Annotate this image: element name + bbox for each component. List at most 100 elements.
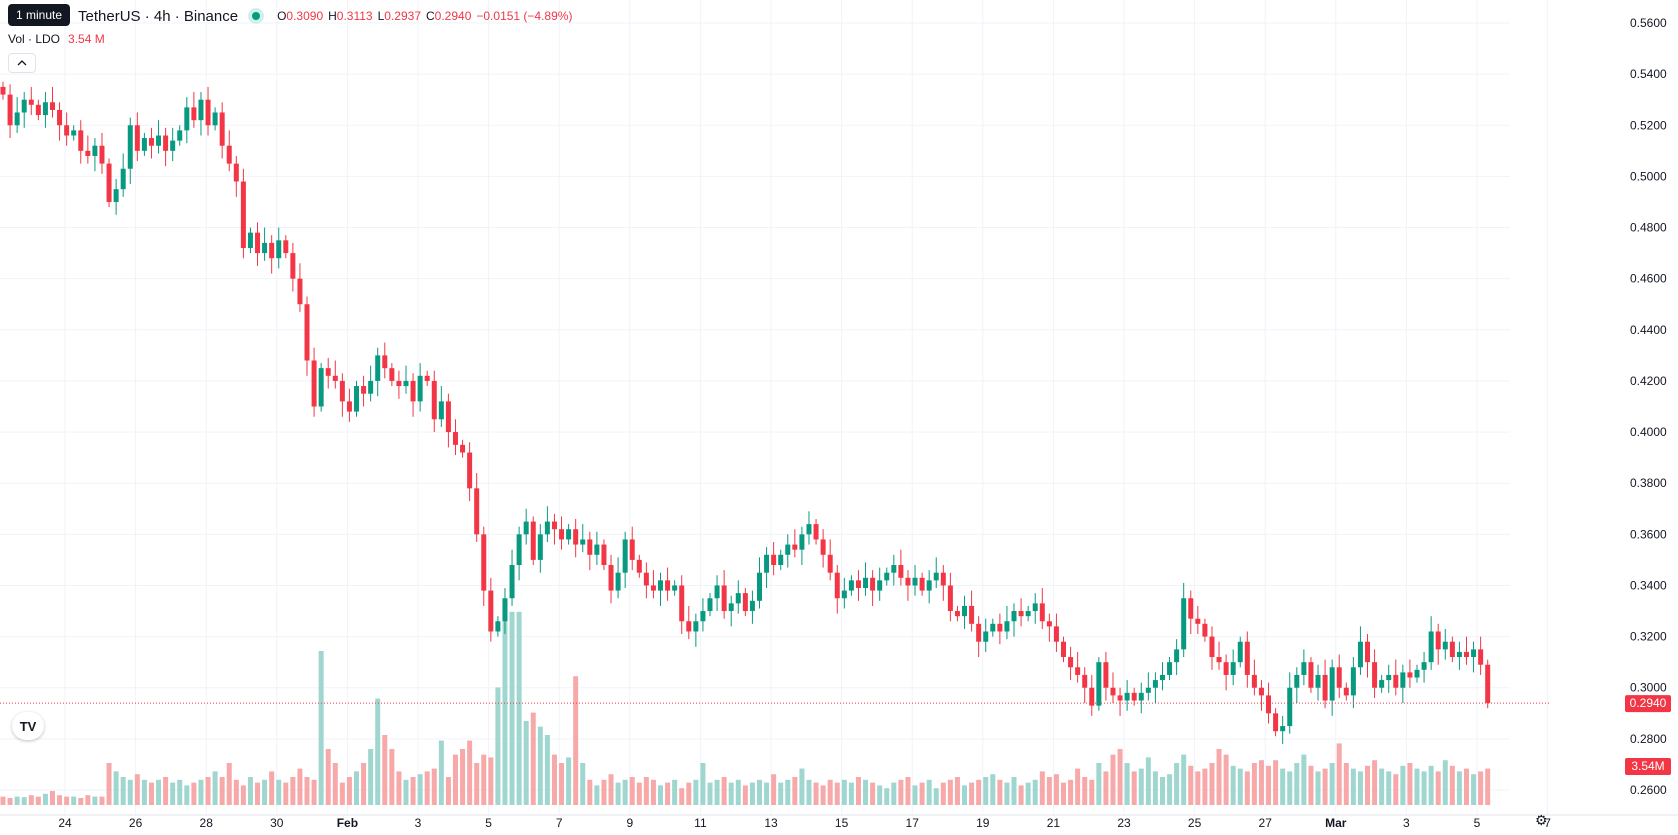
symbol-legend[interactable]: TetherUS · 4h · Binance O 0.3090 H 0.3113 … <box>8 6 572 26</box>
last-volume-tag: 3.54M <box>1625 758 1671 775</box>
volume-bar <box>573 676 579 805</box>
candle-body <box>650 585 656 591</box>
candle-body <box>1110 687 1116 696</box>
volume-bar <box>608 774 614 805</box>
candle-body <box>1011 611 1017 622</box>
candle-body <box>14 112 20 126</box>
volume-bar <box>976 779 982 805</box>
volume-bar <box>184 785 190 805</box>
price-tick-label: 0.5200 <box>1630 118 1667 132</box>
candle-body <box>403 380 409 387</box>
candle-body <box>559 529 565 540</box>
candle-body <box>1223 662 1229 675</box>
volume-bar <box>141 779 147 805</box>
candle-body <box>764 554 770 573</box>
candle-body <box>28 99 34 105</box>
volume-bar <box>1202 768 1208 805</box>
gear-icon[interactable]: ⚙ <box>1535 812 1548 828</box>
volume-bar <box>1103 771 1109 805</box>
candle-body <box>771 554 777 566</box>
price-tick-label: 0.3400 <box>1630 578 1667 592</box>
volume-bar <box>926 779 932 805</box>
candle-body <box>1442 641 1448 650</box>
volume-bar <box>92 796 98 805</box>
volume-bar <box>1237 768 1243 805</box>
candle-body <box>1294 674 1300 688</box>
volume-bar <box>417 774 423 805</box>
candle-body <box>375 355 381 381</box>
candle-body <box>523 521 529 535</box>
volume-bar <box>1174 763 1180 805</box>
volume-bar <box>820 785 826 805</box>
volume-bar <box>42 793 48 805</box>
market-status-icon[interactable] <box>248 8 265 24</box>
candle-body <box>170 140 176 151</box>
volume-bar <box>601 779 607 805</box>
volume-bar <box>148 782 154 805</box>
price-axis[interactable]: 0.5600 0.5400 0.5200 0.5000 0.4800 0.4600 0.44… <box>1630 16 1667 797</box>
candle-body <box>1463 651 1469 658</box>
candle-body <box>672 585 678 591</box>
volume-bar <box>177 779 183 805</box>
candle-body <box>1046 621 1052 627</box>
volume-bar <box>1230 765 1236 805</box>
candle-body <box>99 145 105 164</box>
volume-bar <box>325 749 331 805</box>
candle-body <box>1244 641 1250 675</box>
volume-bar <box>28 795 34 805</box>
volume-bar <box>693 779 699 805</box>
volume-legend[interactable]: Vol · LDO 3.54 M <box>8 32 105 46</box>
volume-bar <box>78 798 84 805</box>
time-tick-label: 28 <box>200 816 214 830</box>
candle-body <box>233 163 239 182</box>
candle-body <box>219 112 225 146</box>
candle-body <box>1181 598 1187 650</box>
time-tick-label: 19 <box>976 816 990 830</box>
volume-bar <box>1152 771 1158 805</box>
candle-body <box>460 444 466 453</box>
volume-bar <box>1145 757 1151 805</box>
time-tick-label: 24 <box>58 816 72 830</box>
candle-body <box>481 534 487 591</box>
price-tick-label: 0.4600 <box>1630 272 1667 286</box>
volume-bar <box>658 785 664 805</box>
candle-body <box>1117 695 1123 701</box>
symbol-title[interactable]: TetherUS · 4h · Binance <box>78 7 239 25</box>
candle-body <box>113 189 119 202</box>
candle-body <box>947 585 953 612</box>
time-axis[interactable]: 24 26 28 30 Feb 3 5 7 9 11 13 15 17 19 21 23 25 27 Mar 3 5 7 <box>0 814 1678 830</box>
chart-grid <box>0 0 1549 815</box>
volume-bar <box>1004 782 1010 805</box>
candle-body <box>806 524 812 535</box>
volume-bar <box>1485 768 1491 805</box>
candle-body <box>1393 674 1399 688</box>
time-tick-label: 5 <box>485 816 492 830</box>
time-tick-label: 13 <box>764 816 778 830</box>
candle-body <box>799 534 805 550</box>
volume-bar <box>969 782 975 805</box>
volume-bar <box>990 774 996 805</box>
candle-body <box>714 585 720 599</box>
volume-bar <box>672 779 678 805</box>
volume-bar <box>764 782 770 805</box>
candle-body <box>1258 687 1264 696</box>
candle-body <box>742 593 748 612</box>
candle-body <box>85 150 91 156</box>
volume-bar <box>1266 765 1272 805</box>
candle-body <box>870 577 876 591</box>
volume-bar <box>707 782 713 805</box>
candle-body <box>997 623 1003 632</box>
candle-body <box>1138 692 1144 701</box>
candle-body <box>1322 674 1328 701</box>
tradingview-logo[interactable]: TV <box>12 712 44 740</box>
chevron-up-icon[interactable] <box>8 53 36 73</box>
volume-bar <box>580 763 586 805</box>
candle-body <box>566 529 572 540</box>
time-tick-label: 17 <box>906 816 920 830</box>
time-tick-label: Feb <box>337 816 358 830</box>
interval-tooltip: 1 minute <box>8 4 71 26</box>
candle-body <box>1365 641 1371 663</box>
price-tick-label: 0.3000 <box>1630 681 1667 695</box>
candle-body <box>226 145 232 164</box>
